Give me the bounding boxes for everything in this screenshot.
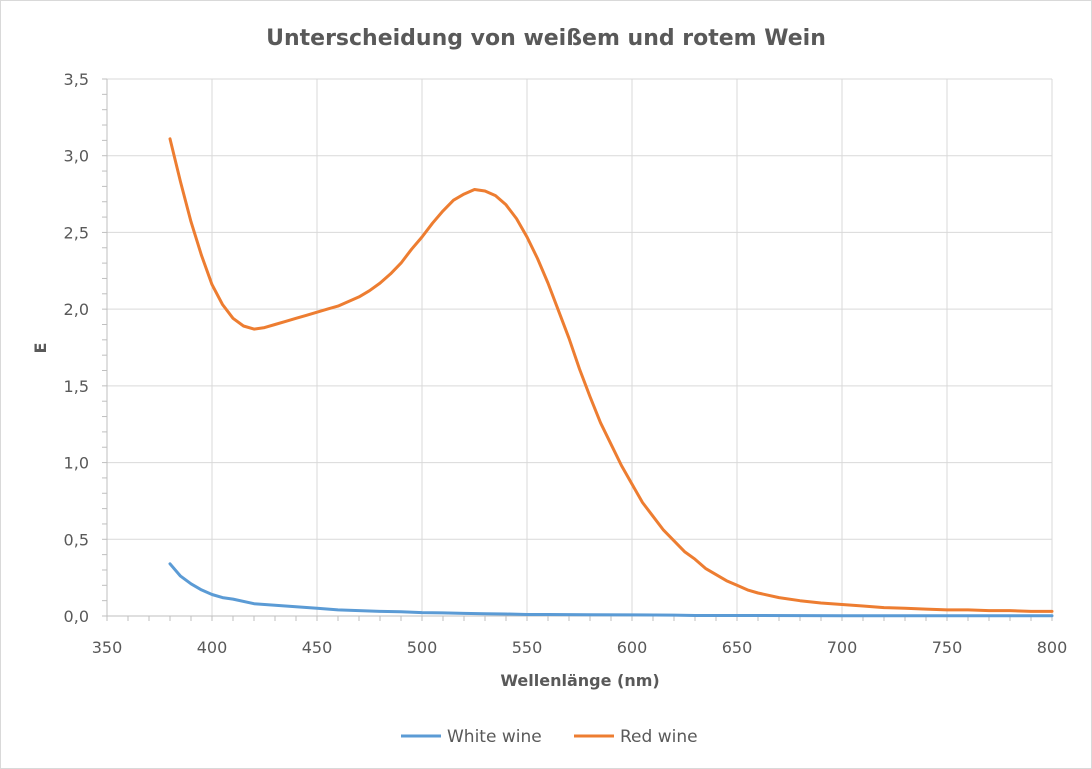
x-tick-label: 450 [302,638,333,657]
y-tick-label: 2,5 [64,223,89,242]
x-tick-label: 750 [932,638,963,657]
series-lines [168,137,1054,618]
x-tick-label: 500 [407,638,438,657]
y-tick-label: 3,0 [64,147,89,166]
x-tick-label: 400 [197,638,228,657]
chart-title: Unterscheidung von weißem und rotem Wein [266,26,826,51]
y-tick-label: 0,5 [64,530,89,549]
gridlines [107,78,1053,616]
red-wine-line [168,137,1054,613]
legend: White wine Red wine [401,727,698,747]
x-tick-label: 700 [827,638,858,657]
y-tick-label: 1,0 [64,454,89,473]
white-wine-legend-label: White wine [447,727,542,747]
y-tick-label: 0,0 [64,607,89,626]
x-tick-label: 350 [92,638,123,657]
y-tick-label: 3,5 [64,70,89,89]
x-axis-title: Wellenlänge (nm) [500,671,659,690]
x-tick-label: 550 [512,638,543,657]
y-axis-title: E [31,343,50,354]
axes: 350 400 450 500 550 600 650 700 750 800 0,0 0,5 1,0 1… [64,70,1068,657]
y-tick-label: 1,5 [64,377,89,396]
red-wine-legend-label: Red wine [620,727,698,747]
x-tick-label: 600 [617,638,648,657]
x-tick-label: 800 [1037,638,1068,657]
white-wine-line [168,562,1054,618]
x-tick-label: 650 [722,638,753,657]
y-tick-label: 2,0 [64,300,89,319]
